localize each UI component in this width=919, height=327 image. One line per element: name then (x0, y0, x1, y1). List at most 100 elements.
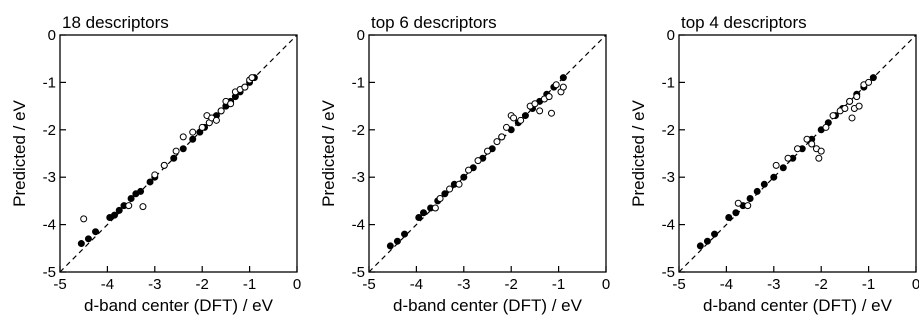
data-point-open (474, 157, 482, 165)
data-point-open (559, 83, 567, 91)
data-point-open (547, 109, 555, 117)
data-point-filled (460, 173, 468, 181)
data-point-filled (559, 74, 567, 82)
data-point-open (217, 107, 225, 115)
data-point-open (151, 171, 159, 179)
data-point-open (510, 114, 518, 122)
data-point-open (502, 123, 510, 131)
data-point-open (829, 112, 837, 120)
x-tick-label: -1 (243, 276, 256, 293)
data-point-filled (521, 112, 529, 120)
x-tick-label: -2 (815, 276, 828, 293)
y-tick-label: -5 (43, 264, 56, 281)
data-point-filled (725, 213, 733, 221)
y-tick-label: -4 (43, 217, 56, 234)
data-point-open (484, 147, 491, 155)
y-tick-label: -4 (662, 217, 675, 234)
data-point-open (531, 100, 539, 108)
data-point-filled (869, 74, 877, 82)
data-point-open (744, 202, 752, 210)
x-tick-label: -5 (362, 276, 375, 293)
data-point-filled (760, 180, 768, 188)
chart-panel-2: -5 -4 -3 -2 -1 0 -5 -4 -3 -2 -1 0 top 6 descriptors d… (319, 13, 610, 315)
data-point-filled (386, 242, 394, 250)
data-point-open (80, 215, 88, 223)
data-point-filled (746, 195, 754, 203)
data-point-open (846, 97, 854, 105)
data-point-open (248, 74, 256, 82)
y-tick-label: -2 (43, 122, 56, 139)
data-point-open (803, 135, 811, 143)
data-point-filled (770, 173, 778, 181)
data-point-open (446, 185, 454, 193)
x-tick-label: -1 (862, 276, 875, 293)
data-point-open (808, 140, 816, 148)
data-point-filled (732, 209, 740, 217)
y-tick-label: -2 (662, 122, 675, 139)
x-tick-label: -5 (53, 276, 66, 293)
x-tick-label: -2 (196, 276, 209, 293)
data-point-filled (696, 242, 704, 250)
y-tick-label: -2 (352, 122, 365, 139)
data-point-open (536, 107, 544, 115)
reference-line (59, 34, 298, 273)
data-point-filled (420, 209, 428, 217)
y-tick-label: -5 (662, 264, 675, 281)
x-tick-label: 0 (912, 276, 919, 293)
chart-panel-3: -5 -4 -3 -2 -1 0 -5 -4 -3 -2 -1 0 top 4 descriptors d… (629, 13, 919, 315)
y-tick-label: 0 (667, 27, 675, 44)
plot-frame (59, 34, 298, 273)
reference-line (678, 34, 917, 273)
data-point-open (498, 133, 506, 141)
x-tick-label: 0 (293, 276, 301, 293)
data-point-open (772, 161, 780, 169)
y-tick-label: -1 (43, 74, 56, 91)
x-tick-label: -3 (148, 276, 161, 293)
x-axis-label: d-band center (DFT) / eV (84, 296, 274, 315)
plot-frame (368, 34, 607, 273)
chart-panel-1: -5 -4 -3 -2 -1 0 -5 -4 -3 -2 -1 0 18 descriptors d-ba… (10, 13, 301, 315)
y-axis-label: Predicted / eV (319, 99, 338, 206)
data-point-filled (393, 237, 401, 245)
data-point-open (853, 93, 861, 101)
x-tick-label: -5 (672, 276, 685, 293)
y-tick-label: -5 (352, 264, 365, 281)
data-point-filled (137, 187, 145, 195)
data-point-filled (146, 178, 154, 186)
y-tick-label: -4 (352, 217, 365, 234)
data-point-filled (441, 190, 449, 198)
data-point-filled (401, 230, 409, 238)
data-point-open (172, 147, 180, 155)
data-point-open (189, 128, 197, 136)
data-point-open (552, 81, 560, 89)
y-tick-label: -3 (43, 169, 56, 186)
data-point-open (160, 161, 168, 169)
x-axis-label: d-band center (DFT) / eV (393, 296, 583, 315)
data-point-filled (77, 240, 85, 248)
data-point-open (794, 145, 801, 153)
data-point-open (227, 100, 235, 108)
x-axis-label: d-band center (DFT) / eV (703, 296, 893, 315)
data-point-filled (111, 211, 119, 219)
chart-title: top 4 descriptors (681, 13, 807, 32)
data-point-filled (92, 228, 100, 236)
chart-title: 18 descriptors (62, 13, 169, 32)
x-tick-label: 0 (602, 276, 610, 293)
data-point-open (815, 154, 823, 162)
x-tick-label: -4 (720, 276, 733, 293)
y-axis-label: Predicted / eV (629, 99, 648, 206)
plot-frame (678, 34, 917, 273)
data-point-open (241, 83, 249, 91)
data-point-filled (779, 164, 787, 172)
data-point-open (436, 195, 444, 203)
data-point-open (493, 138, 501, 146)
data-point-open (517, 116, 525, 124)
data-point-filled (127, 195, 135, 203)
reference-line (368, 34, 607, 273)
x-tick-label: -3 (457, 276, 470, 293)
data-point-open (431, 204, 439, 212)
data-point-open (865, 78, 873, 86)
x-tick-label: -1 (552, 276, 565, 293)
y-tick-label: 0 (48, 27, 56, 44)
